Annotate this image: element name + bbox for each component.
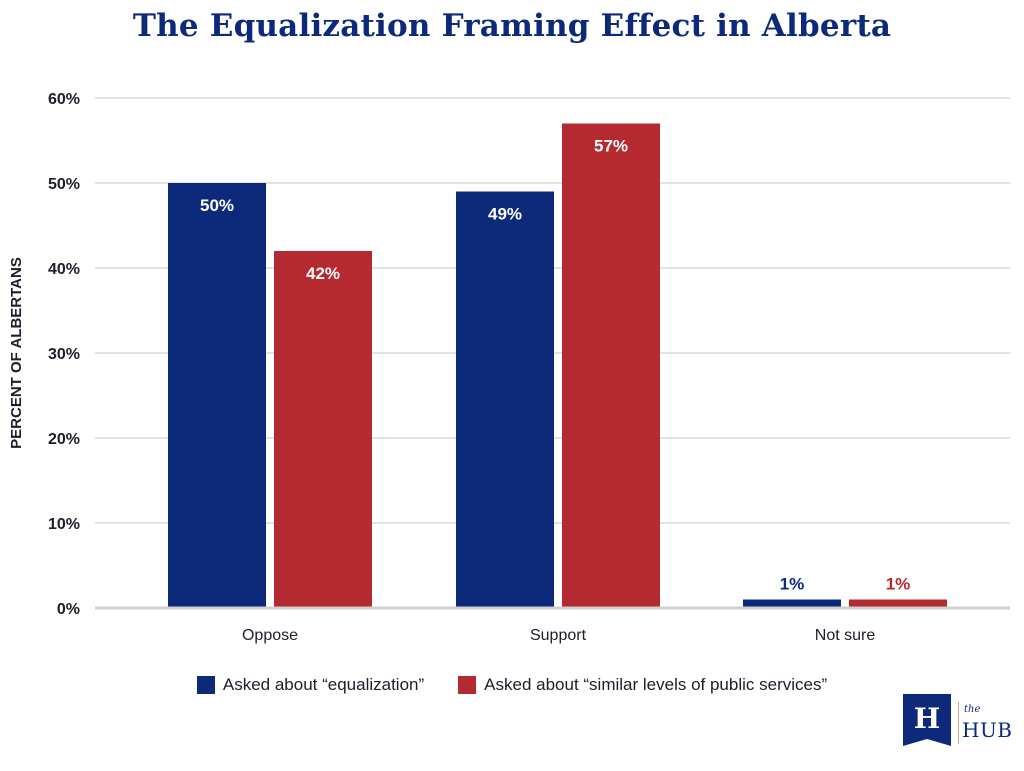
y-axis-title: PERCENT OF ALBERTANS — [8, 257, 25, 449]
y-tick-label: 60% — [48, 91, 80, 108]
x-tick-label: Not sure — [815, 627, 876, 644]
logo-the: the — [964, 704, 981, 715]
legend-swatch-public-services — [458, 676, 477, 694]
y-tick-label: 50% — [48, 176, 80, 193]
legend-label-public-services: Asked about “similar levels of public se… — [484, 675, 828, 694]
bar-chart: 0% 10% 20% 30% 40% 50% 60% PERCENT OF ALBERTANS… — [8, 91, 1010, 644]
x-tick-label: Support — [530, 627, 587, 644]
y-tick-label: 20% — [48, 431, 80, 448]
legend-label-equalization: Asked about “equalization” — [222, 675, 425, 694]
legend-item-public-services: Asked about “similar levels of public se… — [458, 675, 827, 695]
y-tick-label: 40% — [48, 261, 80, 278]
bar-value-label: 49% — [488, 205, 522, 224]
y-tick-label: 30% — [48, 346, 80, 363]
logo-mark: H — [914, 702, 940, 735]
legend: Asked about “equalization” Asked about “… — [0, 675, 1024, 695]
chart-title: The Equalization Framing Effect in Alber… — [132, 8, 892, 44]
the-hub-logo: H the HUB — [900, 690, 1013, 752]
bar — [274, 251, 372, 608]
logo-hub: HUB — [962, 718, 1013, 742]
bar — [743, 599, 841, 608]
bar-value-label: 42% — [306, 264, 340, 283]
bar-value-label: 50% — [200, 196, 234, 215]
bar — [456, 191, 554, 608]
bar-value-label: 57% — [594, 137, 628, 156]
y-tick-label: 0% — [57, 601, 80, 618]
bar-value-label: 1% — [780, 575, 805, 594]
x-tick-label: Oppose — [242, 627, 298, 644]
bar — [168, 183, 266, 608]
y-tick-label: 10% — [48, 516, 80, 533]
bar — [562, 123, 660, 608]
bar-value-label: 1% — [886, 575, 911, 594]
legend-swatch-equalization — [196, 676, 215, 694]
hub-banner-icon: H — [903, 694, 951, 746]
legend-item-equalization: Asked about “equalization” — [196, 675, 425, 695]
bar — [849, 599, 947, 608]
